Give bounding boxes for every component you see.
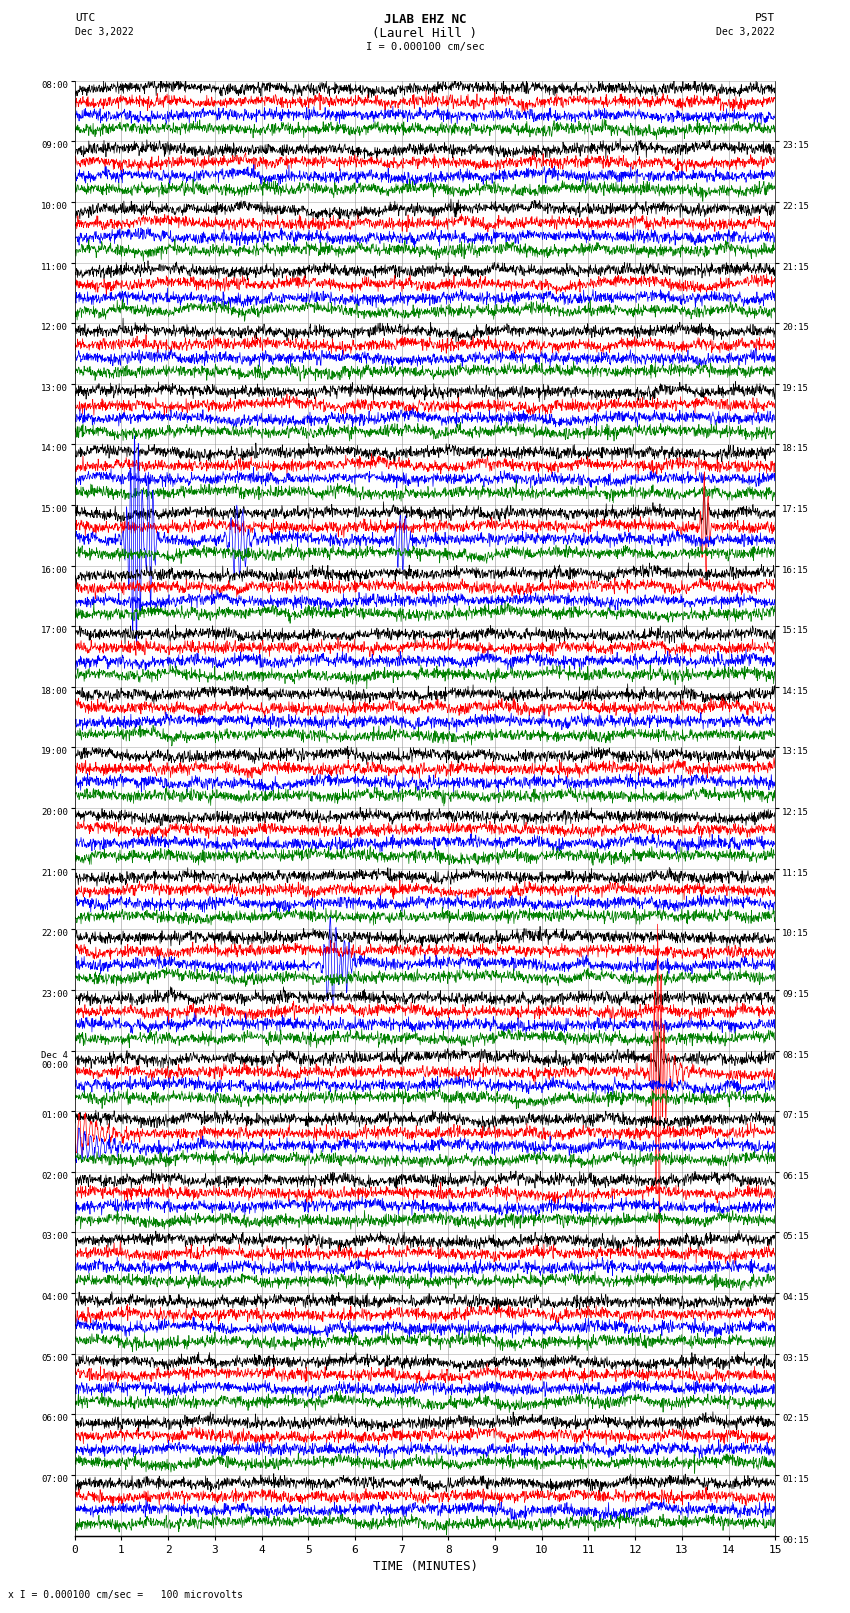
Text: UTC: UTC	[75, 13, 95, 23]
Text: (Laurel Hill ): (Laurel Hill )	[372, 27, 478, 40]
Text: JLAB EHZ NC: JLAB EHZ NC	[383, 13, 467, 26]
Text: PST: PST	[755, 13, 775, 23]
X-axis label: TIME (MINUTES): TIME (MINUTES)	[372, 1560, 478, 1573]
Text: Dec 3,2022: Dec 3,2022	[717, 27, 775, 37]
Text: Dec 3,2022: Dec 3,2022	[75, 27, 133, 37]
Text: I = 0.000100 cm/sec: I = 0.000100 cm/sec	[366, 42, 484, 52]
Text: x I = 0.000100 cm/sec =   100 microvolts: x I = 0.000100 cm/sec = 100 microvolts	[8, 1590, 243, 1600]
